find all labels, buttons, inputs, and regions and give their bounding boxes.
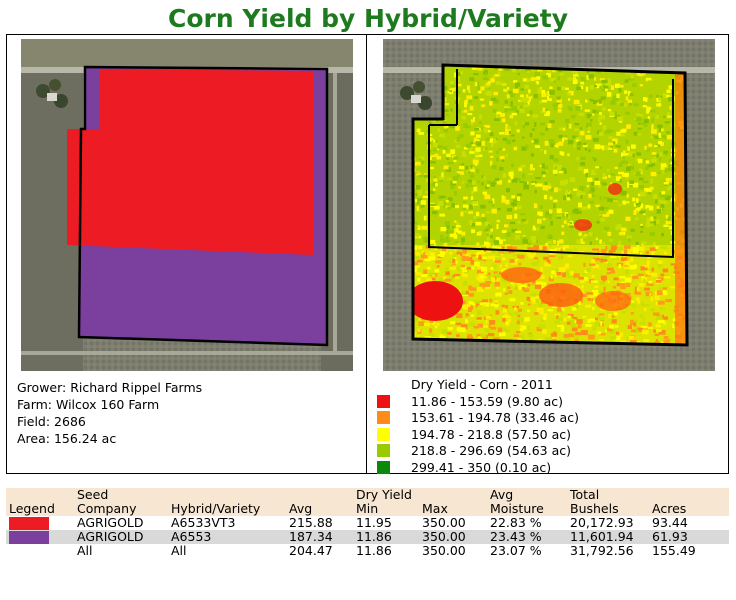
header-cell — [286, 488, 353, 502]
farm-label: Farm: Wilcox 160 Farm — [17, 397, 160, 412]
header-cell: Max — [419, 502, 487, 516]
field-label: Field: 2686 — [17, 414, 86, 429]
header-cell: Dry Yield — [353, 488, 419, 502]
legend-swatch — [377, 444, 390, 458]
company-cell: AGRIGOLD — [74, 530, 168, 544]
field-info: Grower: Richard Rippel Farms Farm: Wilco… — [17, 379, 202, 447]
table-row-total[interactable]: All All 204.47 11.86 350.00 23.07 % 31,7… — [6, 544, 729, 558]
legend-swatch-cell — [6, 516, 74, 530]
header-cell: Total — [567, 488, 649, 502]
yield-map-panel: Dry Yield - Corn - 2011 11.86 - 153.59 (… — [366, 34, 729, 476]
road-east — [333, 73, 337, 353]
min-cell: 11.95 — [356, 515, 392, 530]
yield-legend: 11.86 - 153.59 (9.80 ac) 153.61 - 194.78… — [377, 393, 579, 476]
bushels-cell: 31,792.56 — [570, 543, 634, 558]
field-boundary — [411, 63, 689, 347]
header-cell: Seed — [74, 488, 168, 502]
yield-map[interactable] — [383, 39, 715, 371]
hybrid-color-swatch — [9, 531, 49, 544]
yield-legend-title: Dry Yield - Corn - 2011 — [411, 377, 553, 392]
field-boundary — [77, 65, 329, 347]
header-cell: Avg — [286, 502, 353, 516]
min-cell: 11.86 — [353, 530, 419, 544]
bushels-cell: 20,172.93 — [570, 515, 634, 530]
moisture-cell: 23.43 % — [487, 530, 567, 544]
hybrid-zone-A6533VT3 — [67, 69, 313, 255]
max-cell: 350.00 — [422, 543, 466, 558]
hybrid-map[interactable] — [21, 39, 353, 371]
acres-cell: 155.49 — [652, 543, 696, 558]
bushels-cell: 11,601.94 — [567, 530, 649, 544]
legend-item: 299.41 - 350 (0.10 ac) — [377, 459, 579, 476]
company-cell: AGRIGOLD — [77, 515, 144, 530]
header-cell — [649, 488, 729, 502]
header-cell: Legend — [6, 502, 74, 516]
header-cell: Company — [74, 502, 168, 516]
acres-cell: 93.44 — [652, 515, 688, 530]
legend-item: 11.86 - 153.59 (9.80 ac) — [377, 393, 579, 410]
moisture-cell: 23.07 % — [490, 543, 542, 558]
header-cell: Hybrid/Variety — [168, 502, 286, 516]
max-cell: 350.00 — [422, 515, 466, 530]
header-cell: Avg — [487, 488, 567, 502]
table-row[interactable]: AGRIGOLD A6553 187.34 11.86 350.00 23.43… — [6, 530, 729, 544]
header-cell: Acres — [649, 502, 729, 516]
hybrid-map-svg — [21, 39, 353, 371]
header-cell — [419, 488, 487, 502]
hybrid-cell: All — [171, 543, 187, 558]
legend-swatch — [377, 394, 390, 408]
legend-swatch — [377, 427, 390, 441]
table-header-row-2: Legend Company Hybrid/Variety Avg Min Ma… — [6, 502, 729, 516]
avg-cell: 204.47 — [289, 543, 333, 558]
legend-label: 11.86 - 153.59 (9.80 ac) — [411, 393, 564, 409]
legend-label: 153.61 - 194.78 (33.46 ac) — [411, 410, 579, 426]
header-cell: Bushels — [567, 502, 649, 516]
yield-surface — [413, 65, 687, 345]
table-row[interactable]: AGRIGOLD A6533VT3 215.88 11.95 350.00 22… — [6, 516, 729, 530]
company-cell: All — [77, 543, 93, 558]
low-yield-patch — [413, 281, 463, 321]
hybrid-cell: A6553 — [168, 530, 286, 544]
yield-map-svg — [383, 39, 715, 371]
legend-swatch — [377, 460, 390, 474]
legend-item: 153.61 - 194.78 (33.46 ac) — [377, 410, 579, 427]
moisture-cell: 22.83 % — [490, 515, 542, 530]
min-cell: 11.86 — [356, 543, 392, 558]
legend-item: 218.8 - 296.69 (54.63 ac) — [377, 443, 579, 460]
hybrid-color-swatch — [9, 517, 49, 530]
legend-swatch-cell — [6, 530, 74, 544]
legend-swatch-cell — [6, 544, 74, 558]
acres-cell: 61.93 — [649, 530, 729, 544]
farmstead-trees — [36, 79, 68, 108]
page-title: Corn Yield by Hybrid/Variety — [167, 4, 569, 33]
legend-label: 299.41 - 350 (0.10 ac) — [411, 459, 552, 475]
farmstead-trees — [400, 81, 432, 110]
header-cell: Min — [353, 502, 419, 516]
hybrid-cell: A6533VT3 — [171, 515, 236, 530]
hybrid-map-panel: Grower: Richard Rippel Farms Farm: Wilco… — [6, 34, 367, 474]
max-cell: 350.00 — [419, 530, 487, 544]
header-cell: Moisture — [487, 502, 567, 516]
header-cell — [6, 488, 74, 502]
farmland-top — [21, 39, 353, 67]
area-label: Area: 156.24 ac — [17, 431, 117, 446]
header-cell — [168, 488, 286, 502]
road-south — [21, 351, 353, 355]
hybrid-split-line — [428, 79, 674, 259]
grower-label: Grower: Richard Rippel Farms — [17, 380, 203, 395]
legend-label: 218.8 - 296.69 (54.63 ac) — [411, 443, 571, 459]
legend-label: 194.78 - 218.8 (57.50 ac) — [411, 426, 571, 442]
legend-item: 194.78 - 218.8 (57.50 ac) — [377, 426, 579, 443]
avg-cell: 215.88 — [289, 515, 333, 530]
hybrid-summary-table: Seed Dry Yield Avg Total Legend Company … — [6, 488, 729, 558]
table-header-row-1: Seed Dry Yield Avg Total — [6, 488, 729, 502]
avg-cell: 187.34 — [286, 530, 353, 544]
legend-swatch — [377, 411, 390, 425]
